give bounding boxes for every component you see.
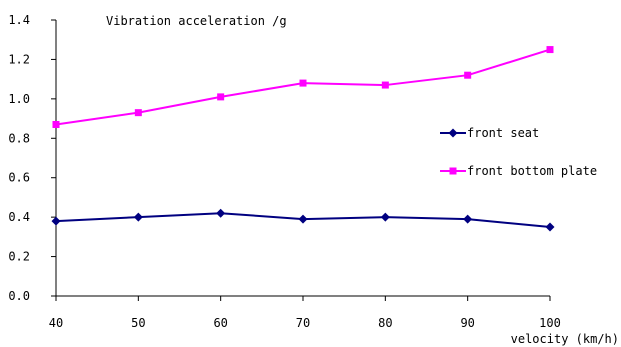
legend-label: front seat: [467, 126, 539, 140]
y-tick-label: 1.4: [8, 13, 30, 27]
data-point-front-bottom-plate: [464, 71, 472, 79]
data-point-front-seat: [216, 208, 226, 218]
series-front-bottom-plate: [52, 46, 554, 128]
legend-item-front-bottom-plate: front bottom plate: [440, 164, 597, 178]
y-tick-label: 0.0: [8, 289, 30, 303]
data-point-front-seat: [380, 212, 390, 222]
x-tick-label: 60: [213, 316, 227, 330]
data-point-front-bottom-plate: [134, 109, 142, 117]
legend-marker: [449, 167, 457, 175]
legend-label: front bottom plate: [467, 164, 597, 178]
x-ticks: 40 50 60 70 80 90 100: [49, 296, 561, 330]
chart-title: Vibration acceleration /g: [106, 14, 287, 28]
axes: [55, 20, 550, 297]
y-ticks: 0.0 0.2 0.4 0.6 0.8 1.0 1.2 1.4: [8, 13, 56, 303]
legend: front seat front bottom plate: [440, 126, 597, 178]
data-point-front-bottom-plate: [217, 93, 225, 101]
x-tick-label: 90: [460, 316, 474, 330]
data-point-front-seat: [545, 222, 555, 232]
data-point-front-seat: [133, 212, 143, 222]
series-line-front-bottom-plate: [55, 48, 551, 126]
y-tick-label: 0.6: [8, 171, 30, 185]
x-tick-label: 80: [378, 316, 392, 330]
data-point-front-bottom-plate: [52, 120, 60, 128]
data-point-front-bottom-plate: [546, 46, 554, 54]
data-point-front-seat: [463, 214, 473, 224]
y-tick-label: 0.8: [8, 131, 30, 145]
x-tick-label: 70: [296, 316, 310, 330]
y-tick-label: 0.2: [8, 250, 30, 264]
x-tick-label: 50: [131, 316, 145, 330]
data-point-front-seat: [51, 216, 61, 226]
legend-marker: [448, 128, 458, 138]
y-tick-label: 0.4: [8, 210, 30, 224]
y-tick-label: 1.0: [8, 92, 30, 106]
y-tick-label: 1.2: [8, 52, 30, 66]
series-front-seat: [51, 208, 555, 232]
data-point-front-bottom-plate: [381, 81, 389, 89]
data-point-front-bottom-plate: [299, 79, 307, 87]
x-axis-label: velocity (km/h): [511, 332, 619, 346]
data-point-front-seat: [298, 214, 308, 224]
series-layer: [51, 46, 555, 232]
legend-item-front-seat: front seat: [440, 126, 539, 140]
x-tick-label: 40: [49, 316, 63, 330]
x-tick-label: 100: [539, 316, 561, 330]
